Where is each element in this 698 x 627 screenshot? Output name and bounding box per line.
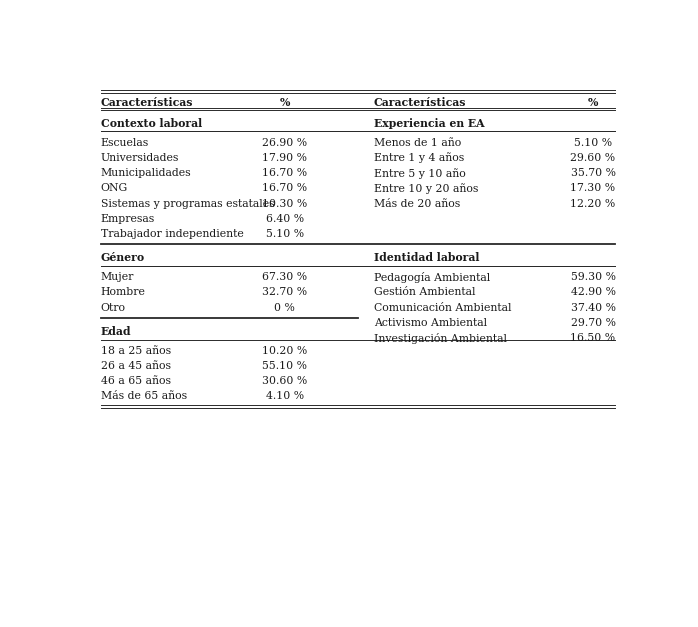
Text: Universidades: Universidades [101, 153, 179, 163]
Text: 16.70 %: 16.70 % [262, 168, 307, 178]
Text: Municipalidades: Municipalidades [101, 168, 191, 178]
Text: Investigación Ambiental: Investigación Ambiental [374, 332, 507, 344]
Text: Sistemas y programas estatales: Sistemas y programas estatales [101, 199, 274, 209]
Text: 26.90 %: 26.90 % [262, 138, 307, 148]
Text: 29.70 %: 29.70 % [570, 318, 616, 328]
Text: Edad: Edad [101, 326, 131, 337]
Text: 5.10 %: 5.10 % [574, 138, 612, 148]
Text: Trabajador independiente: Trabajador independiente [101, 229, 244, 239]
Text: ONG: ONG [101, 183, 128, 193]
Text: Entre 10 y 20 años: Entre 10 y 20 años [374, 183, 478, 194]
Text: 29.60 %: 29.60 % [570, 153, 616, 163]
Text: Entre 1 y 4 años: Entre 1 y 4 años [374, 152, 464, 164]
Text: 6.40 %: 6.40 % [266, 214, 304, 224]
Text: 4.10 %: 4.10 % [266, 391, 304, 401]
Text: 16.70 %: 16.70 % [262, 183, 307, 193]
Text: Otro: Otro [101, 303, 126, 313]
Text: 17.30 %: 17.30 % [570, 183, 616, 193]
Text: 26 a 45 años: 26 a 45 años [101, 361, 171, 371]
Text: Entre 5 y 10 año: Entre 5 y 10 año [374, 168, 466, 179]
Text: 32.70 %: 32.70 % [262, 287, 307, 297]
Text: Contexto laboral: Contexto laboral [101, 118, 202, 129]
Text: Mujer: Mujer [101, 272, 134, 282]
Text: Más de 65 años: Más de 65 años [101, 391, 187, 401]
Text: Empresas: Empresas [101, 214, 155, 224]
Text: Experiencia en EA: Experiencia en EA [374, 118, 484, 129]
Text: Comunicación Ambiental: Comunicación Ambiental [374, 303, 512, 313]
Text: 42.90 %: 42.90 % [570, 287, 616, 297]
Text: 16.50 %: 16.50 % [570, 333, 616, 343]
Text: Más de 20 años: Más de 20 años [374, 199, 460, 209]
Text: %: % [279, 97, 290, 108]
Text: Gestión Ambiental: Gestión Ambiental [374, 287, 475, 297]
Text: Escuelas: Escuelas [101, 138, 149, 148]
Text: Pedagogía Ambiental: Pedagogía Ambiental [374, 271, 490, 283]
Text: 17.90 %: 17.90 % [262, 153, 307, 163]
Text: 10.30 %: 10.30 % [262, 199, 307, 209]
Text: 30.60 %: 30.60 % [262, 376, 307, 386]
Text: Hombre: Hombre [101, 287, 146, 297]
Text: 46 a 65 años: 46 a 65 años [101, 376, 171, 386]
Text: 59.30 %: 59.30 % [570, 272, 616, 282]
Text: Menos de 1 año: Menos de 1 año [374, 138, 461, 148]
Text: 10.20 %: 10.20 % [262, 346, 307, 356]
Text: 12.20 %: 12.20 % [570, 199, 616, 209]
Text: 18 a 25 años: 18 a 25 años [101, 346, 171, 356]
Text: 67.30 %: 67.30 % [262, 272, 307, 282]
Text: Activismo Ambiental: Activismo Ambiental [374, 318, 487, 328]
Text: 0 %: 0 % [274, 303, 295, 313]
Text: Características: Características [101, 97, 193, 108]
Text: 5.10 %: 5.10 % [266, 229, 304, 239]
Text: 35.70 %: 35.70 % [570, 168, 616, 178]
Text: %: % [588, 97, 598, 108]
Text: 37.40 %: 37.40 % [570, 303, 616, 313]
Text: Identidad laboral: Identidad laboral [374, 252, 480, 263]
Text: 55.10 %: 55.10 % [262, 361, 307, 371]
Text: Género: Género [101, 252, 145, 263]
Text: Características: Características [374, 97, 466, 108]
